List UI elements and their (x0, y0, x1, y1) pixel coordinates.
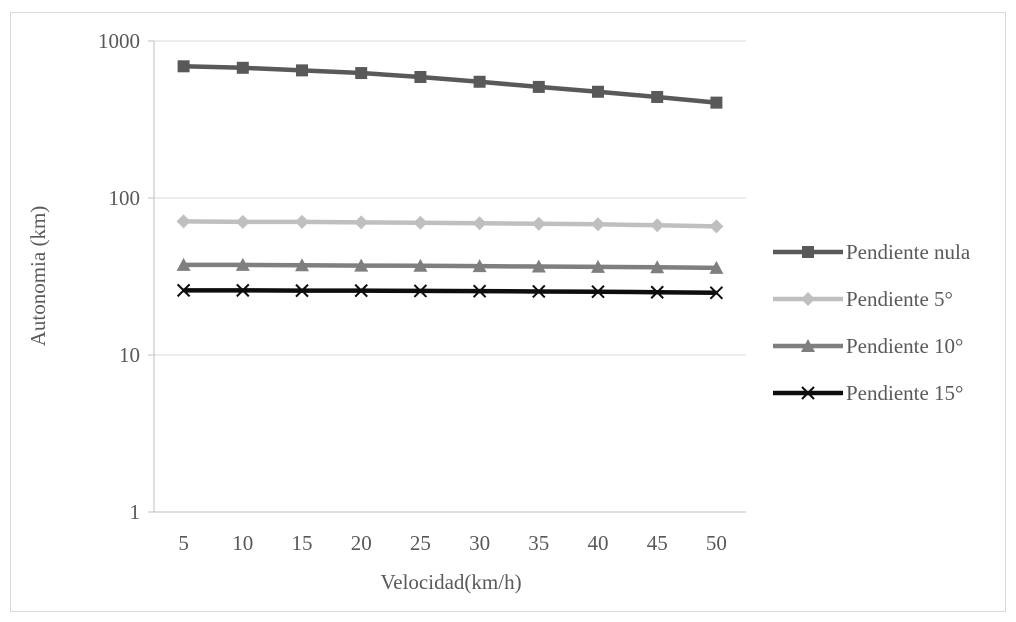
data-point (413, 215, 428, 230)
data-point (295, 283, 309, 298)
data-point (235, 257, 250, 271)
series-line (183, 288, 717, 296)
data-point (236, 283, 250, 298)
data-point (413, 284, 428, 298)
x-tick-label: 10 (232, 531, 253, 555)
data-point (295, 214, 309, 229)
legend-marker (801, 292, 815, 306)
series-line (183, 64, 717, 105)
y-tick-label: 10 (119, 343, 140, 367)
x-tick-label: 30 (469, 531, 490, 555)
x-tick-label: 40 (588, 531, 609, 555)
data-point (473, 75, 486, 88)
legend-item: Pendiente 10° (773, 334, 963, 358)
legend-label: Pendiente 15° (846, 381, 963, 405)
data-point (710, 96, 723, 109)
series-2 (176, 214, 724, 234)
data-point (592, 85, 604, 98)
data-point (176, 214, 191, 229)
legend-item: Pendiente 15° (773, 381, 963, 405)
legend-item: Pendiente nula (773, 240, 971, 264)
data-point (354, 215, 369, 230)
legend-marker (802, 246, 814, 258)
data-point (354, 283, 368, 298)
series-group (176, 60, 724, 300)
series-1 (177, 60, 723, 109)
y-axis-title: Autonomia (km) (26, 206, 50, 347)
x-tick-labels: 5 10 15 20 25 30 35 40 45 50 (178, 531, 727, 555)
data-point (591, 259, 605, 273)
data-point (235, 214, 250, 229)
data-point (650, 285, 664, 299)
data-point (591, 285, 605, 299)
y-tick-labels: 1 10 100 1000 (98, 29, 140, 524)
legend-item: Pendiente 5° (773, 287, 953, 311)
legend-marker (801, 386, 815, 400)
series-line (183, 262, 717, 271)
data-point (176, 283, 191, 298)
gridlines (154, 40, 746, 356)
data-point (355, 67, 368, 80)
data-point (591, 217, 605, 232)
legend-label: Pendiente 5° (846, 287, 953, 311)
data-point (354, 258, 369, 272)
data-point (531, 259, 546, 273)
series-3 (176, 257, 724, 274)
x-tick-label: 15 (292, 531, 313, 555)
data-point (650, 260, 665, 274)
data-point (709, 286, 724, 300)
legend-label: Pendiente nula (846, 240, 971, 264)
data-point (709, 260, 724, 274)
x-tick-label: 20 (351, 531, 372, 555)
data-point (295, 258, 309, 272)
data-point (472, 259, 487, 273)
data-point (709, 219, 724, 234)
y-tick-label: 100 (109, 186, 141, 210)
x-tick-label: 35 (528, 531, 549, 555)
data-point (650, 218, 665, 233)
x-tick-label: 50 (706, 531, 727, 555)
data-point (296, 64, 308, 77)
data-point (472, 216, 487, 231)
x-axis-title: Velocidad(km/h) (380, 570, 521, 594)
data-point (176, 257, 191, 271)
x-tick-label: 45 (647, 531, 668, 555)
x-tick-label: 25 (410, 531, 431, 555)
data-point (413, 258, 428, 272)
y-tick-label: 1 (130, 500, 141, 524)
data-point (236, 61, 249, 74)
data-point (532, 284, 546, 299)
data-point (532, 80, 545, 93)
legend-marker (801, 339, 815, 352)
data-point (177, 60, 190, 73)
legend: Pendiente nula Pendiente 5° Pendiente 10° P… (773, 240, 971, 405)
data-point (414, 70, 427, 83)
axes (148, 40, 746, 513)
series-line (183, 219, 717, 229)
data-point (651, 90, 664, 103)
y-tick-label: 1000 (98, 29, 140, 53)
data-point (531, 216, 546, 231)
data-point (472, 284, 487, 298)
series-4 (176, 283, 724, 300)
x-tick-label: 5 (178, 531, 189, 555)
legend-label: Pendiente 10° (846, 334, 963, 358)
